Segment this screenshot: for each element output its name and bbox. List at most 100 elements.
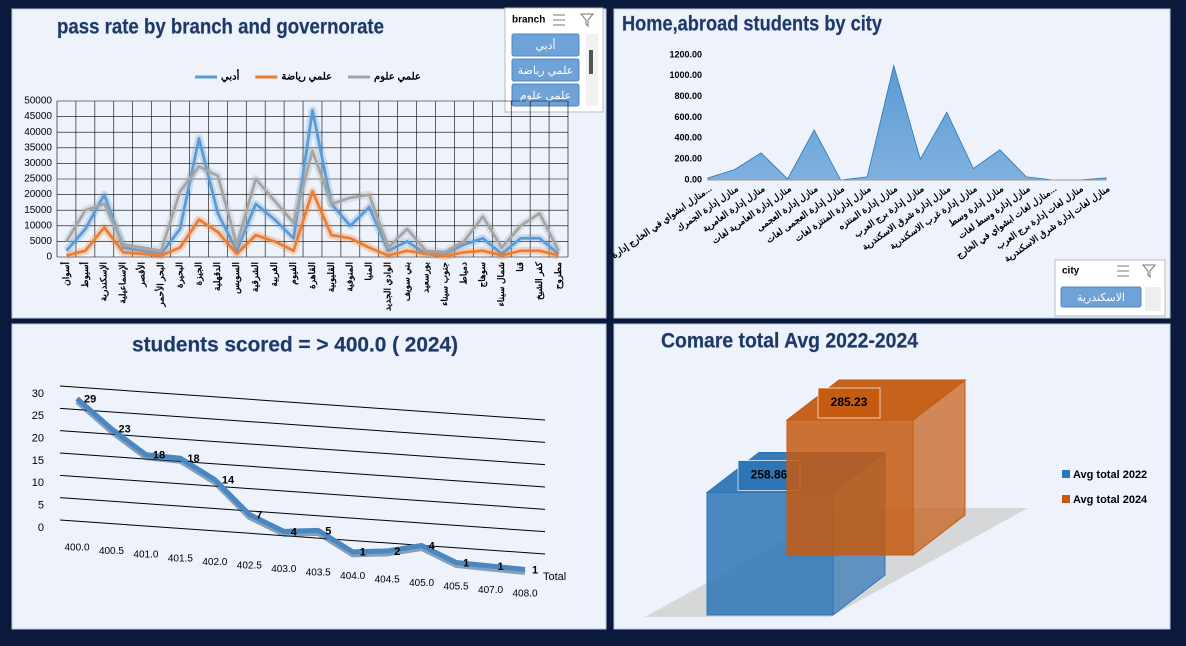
y-tick-label: 50000 bbox=[24, 96, 52, 107]
y-tick-label: 40000 bbox=[24, 127, 52, 138]
x-tick-label: الجيزة bbox=[193, 262, 204, 285]
x-tick-label: جنوب سيناء bbox=[439, 262, 450, 306]
line bbox=[65, 108, 560, 256]
y-tick-label: 30 bbox=[32, 388, 44, 400]
line bbox=[66, 190, 559, 258]
line-shadow bbox=[75, 399, 526, 576]
data-label: 18 bbox=[153, 450, 165, 462]
data-label: 4 bbox=[429, 540, 436, 552]
y-tick-label: 15 bbox=[32, 455, 44, 467]
data-label: 1 bbox=[498, 561, 504, 573]
data-label: 1 bbox=[360, 547, 366, 559]
line bbox=[65, 149, 560, 254]
x-tick-label: الغربية bbox=[269, 262, 280, 287]
data-label: 29 bbox=[84, 393, 96, 405]
x-tick-label: سوهاج bbox=[477, 262, 488, 288]
x-tick-label: 401.5 bbox=[168, 553, 193, 564]
x-tick-label: 400.5 bbox=[99, 546, 124, 557]
slicer-icons bbox=[1117, 264, 1157, 279]
x-tick-label: الشرقية bbox=[250, 262, 261, 292]
grid-line bbox=[59, 474, 546, 510]
x-tick-label: مطروح bbox=[553, 262, 564, 290]
x-tick-label: كفر الشيخ bbox=[534, 261, 545, 300]
legend-label: Avg total 2022 bbox=[1073, 469, 1147, 481]
x-tick-label: المنوفية bbox=[345, 262, 356, 292]
legend-label: أدبي bbox=[221, 70, 240, 83]
slicer-item[interactable] bbox=[1060, 286, 1142, 308]
slicer-item-label: أدبي bbox=[535, 38, 555, 52]
data-label: 4 bbox=[291, 526, 298, 538]
scrollbar bbox=[1145, 287, 1161, 311]
scroll-thumb bbox=[589, 50, 593, 74]
data-label: 2 bbox=[394, 546, 400, 558]
data-label-box bbox=[817, 387, 881, 419]
legend-label: علمي علوم bbox=[374, 72, 421, 83]
x-tick-label: أسيوط bbox=[78, 262, 91, 288]
series-label: Total bbox=[543, 571, 566, 583]
x-tick-label: الوادي الجديد bbox=[383, 262, 394, 311]
x-tick-label: البحيرة bbox=[174, 262, 185, 288]
y-tick-label: 15000 bbox=[24, 205, 52, 216]
y-tick-label: 800.00 bbox=[674, 91, 702, 101]
y-tick-label: 20000 bbox=[24, 189, 52, 200]
x-tick-label: 402.5 bbox=[237, 560, 262, 571]
grid-line bbox=[59, 497, 546, 533]
data-label: 1 bbox=[463, 557, 469, 569]
slicer-title: city bbox=[1062, 266, 1080, 277]
y-tick-label: 0 bbox=[38, 522, 44, 534]
x-tick-label: 407.0 bbox=[478, 585, 503, 596]
y-tick-label: 0.00 bbox=[684, 174, 702, 184]
y-tick-label: 1200.00 bbox=[669, 49, 702, 59]
x-tick-label: 405.5 bbox=[444, 582, 469, 593]
x-tick-label: 401.0 bbox=[133, 550, 158, 561]
x-tick-label: قنا bbox=[515, 262, 525, 272]
x-tick-label: بني سويف bbox=[402, 262, 413, 301]
slicer-item[interactable] bbox=[511, 58, 580, 82]
x-tick-label: الدقهلية bbox=[212, 262, 223, 291]
data-label: 258.86 bbox=[751, 468, 788, 482]
grid-line bbox=[59, 385, 546, 421]
slicer-title: branch bbox=[512, 15, 545, 26]
chart-title: students scored = > 400.0 ( 2024) bbox=[132, 334, 458, 357]
grid-line bbox=[59, 452, 546, 488]
y-tick-label: 200.00 bbox=[674, 154, 702, 164]
x-tick-label: 402.0 bbox=[202, 557, 227, 568]
slicer[interactable]: branch أدبي علمي رياضة علمي علوم bbox=[504, 7, 604, 113]
slicer-item[interactable] bbox=[511, 33, 580, 57]
y-tick-label: 20 bbox=[32, 433, 44, 445]
x-tick-label: البحر الأحمر bbox=[154, 262, 166, 308]
x-tick-label: المنيا bbox=[364, 262, 374, 281]
y-tick-label: 5000 bbox=[30, 236, 53, 247]
legend-swatch bbox=[1062, 495, 1070, 503]
x-tick-label: الإسكندرية bbox=[99, 262, 110, 301]
legend-label: Avg total 2024 bbox=[1073, 494, 1148, 506]
slicer-item-label: علمي رياضة bbox=[518, 65, 574, 77]
slicer[interactable]: city الاسكندرية bbox=[1054, 259, 1166, 317]
slicer-item-label: الاسكندرية bbox=[1077, 292, 1125, 304]
y-tick-label: 0 bbox=[46, 252, 52, 263]
y-tick-label: 5 bbox=[38, 500, 44, 512]
data-label: 18 bbox=[187, 453, 199, 465]
data-label: 23 bbox=[118, 424, 130, 436]
y-tick-label: 1000.00 bbox=[669, 70, 702, 80]
y-tick-label: 35000 bbox=[24, 142, 52, 153]
x-tick-label: القليوبية bbox=[326, 262, 337, 292]
grid-line bbox=[59, 430, 546, 466]
x-tick-label: 408.0 bbox=[512, 589, 537, 600]
x-tick-label: 403.5 bbox=[306, 567, 331, 578]
slicer-item[interactable] bbox=[511, 83, 580, 107]
legend-label: علمي رياضة bbox=[281, 72, 332, 83]
x-tick-label: شمال سيناء bbox=[496, 262, 506, 306]
data-label: 14 bbox=[222, 475, 235, 487]
slicer-item-label: علمي علوم bbox=[520, 90, 572, 102]
chart-title: Home,abroad students by city bbox=[622, 13, 882, 36]
x-tick-label: 403.0 bbox=[271, 564, 296, 575]
x-tick-label: 404.0 bbox=[340, 571, 365, 582]
y-tick-label: 400.00 bbox=[674, 133, 702, 143]
y-tick-label: 25000 bbox=[24, 174, 52, 185]
data-label: 1 bbox=[532, 564, 538, 576]
data-label: 7 bbox=[256, 509, 262, 521]
x-tick-label: 404.5 bbox=[375, 574, 400, 585]
x-tick-label: 400.0 bbox=[64, 543, 89, 554]
y-tick-label: 10 bbox=[32, 477, 44, 489]
